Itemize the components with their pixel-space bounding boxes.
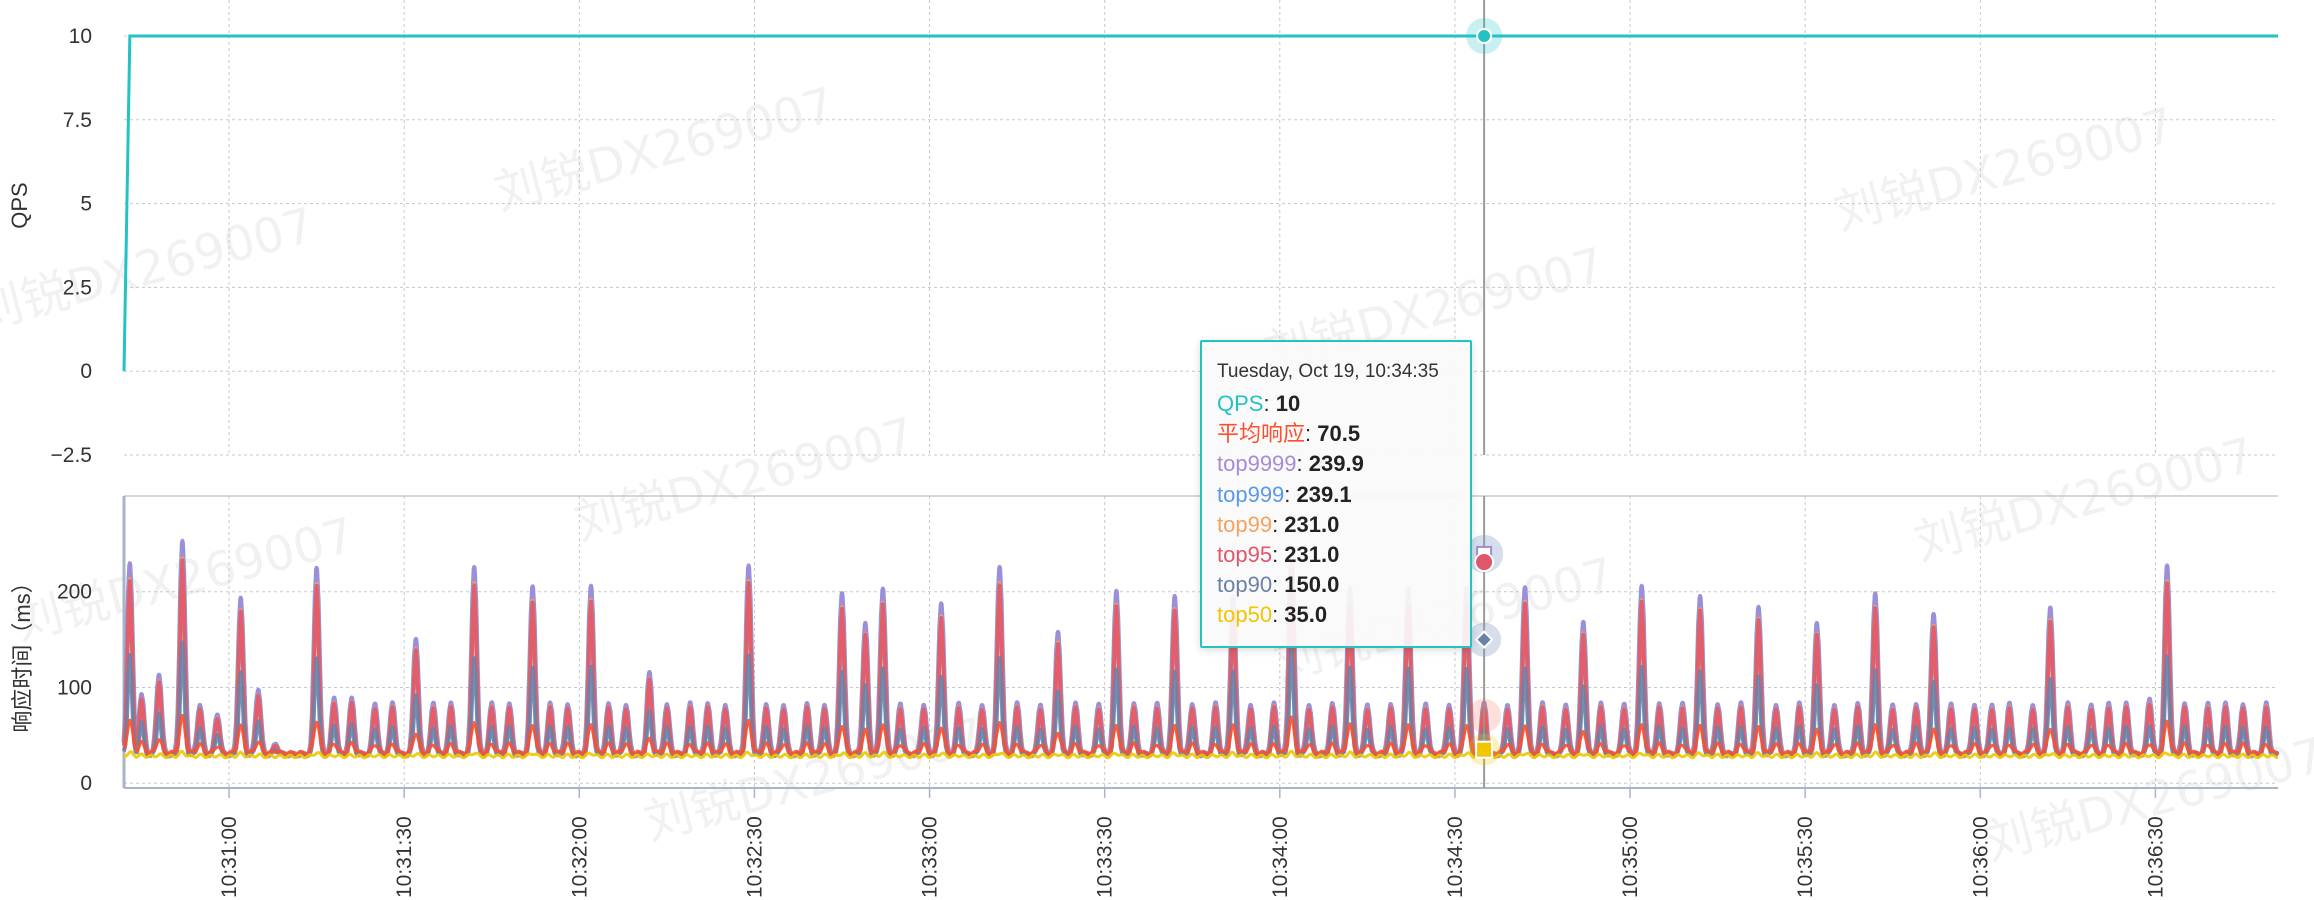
tooltip: Tuesday, Oct 19, 10:34:35 QPS: 10 平均响应: 7… — [1200, 340, 1472, 648]
hover-markers — [1465, 18, 1504, 766]
latency-series-top50 — [123, 749, 2279, 760]
tooltip-series-value: 239.1 — [1296, 481, 1352, 507]
time-x-axis: 10:31:00 10:31:30 10:32:00 10:32:30 10:33:00… — [124, 787, 2278, 898]
tooltip-series-value: 150.0 — [1284, 572, 1340, 598]
watermark-3: 刘锐DX269007 — [0, 197, 320, 341]
x-tick-label-5: 10:33:30 — [1094, 816, 1117, 898]
tooltip-series-name: top9999 — [1217, 451, 1297, 477]
latency-series-avg — [122, 713, 2279, 756]
tooltip-series-name: QPS — [1217, 391, 1264, 416]
top50-marker — [1475, 740, 1494, 759]
tooltip-rows: QPS: 10 平均响应: 70.5 top9999: 239.9 top999: 2… — [1217, 389, 1456, 631]
x-tick-label-0: 10:31:00 — [218, 816, 241, 898]
qps-y-tick-1: 7.5 — [63, 109, 92, 132]
latency-y-axis-title: 响应时间（ms） — [10, 571, 35, 732]
latency-y-tick-2: 0 — [80, 772, 92, 795]
tooltip-row-top9999: top9999: 239.9 — [1217, 451, 1364, 477]
tooltip-series-name: top50 — [1217, 602, 1273, 628]
qps-y-axis: 10 7.5 5 2.5 0 −2.5 QPS — [7, 25, 92, 467]
tooltip-row-top95: top95: 231.0 — [1217, 542, 1340, 568]
avg-marker-halo — [1467, 698, 1502, 733]
tooltip-row-top50: top50: 35.0 — [1217, 602, 1328, 628]
tooltip-series-value: 231.0 — [1284, 511, 1340, 537]
tooltip-series-name: top999 — [1217, 481, 1285, 507]
x-tick-label-4: 10:33:00 — [919, 816, 942, 898]
tooltip-row-top999: top999: 239.1 — [1217, 481, 1352, 507]
watermark-5: 刘锐DX269007 — [1909, 427, 2261, 571]
latency-series-top90 — [122, 640, 2280, 758]
tooltip-series-value: 10 — [1275, 391, 1301, 416]
x-tick-label-9: 10:35:30 — [1794, 816, 1817, 898]
x-tick-label-2: 10:32:00 — [568, 816, 591, 898]
qps-y-tick-4: 0 — [80, 360, 92, 383]
watermark-2: 刘锐DX269007 — [1829, 97, 2181, 241]
tooltip-row-avg: 平均响应: 70.5 — [1217, 421, 1361, 447]
qps-series — [122, 34, 2278, 372]
tooltip-series-value: 35.0 — [1284, 602, 1328, 628]
x-tick-label-8: 10:35:00 — [1619, 816, 1642, 898]
tooltip-series-value: 231.0 — [1284, 542, 1340, 568]
qps-y-tick-2: 5 — [80, 193, 92, 216]
x-tick-label-10: 10:36:00 — [1969, 816, 1992, 898]
tooltip-title: Tuesday, Oct 19, 10:34:35 — [1217, 361, 1439, 382]
tooltip-row-top99: top99: 231.0 — [1217, 511, 1340, 537]
qps-y-tick-5: −2.5 — [51, 444, 92, 467]
x-tick-label-3: 10:32:30 — [743, 816, 766, 898]
qps-y-tick-3: 2.5 — [63, 276, 92, 299]
qps-y-tick-0: 10 — [69, 25, 92, 48]
top95-marker — [1474, 552, 1495, 573]
x-tick-label-11: 10:36:30 — [2144, 816, 2167, 898]
latency-series — [121, 538, 2280, 760]
latency-y-axis: 200 100 0 响应时间（ms） — [10, 496, 126, 795]
watermark-0: 刘锐DX269007 — [489, 77, 841, 221]
tooltip-series-name: 平均响应 — [1217, 421, 1306, 447]
tooltip-row-top90: top90: 150.0 — [1217, 572, 1340, 598]
x-tick-label-7: 10:34:30 — [1444, 816, 1467, 898]
latency-y-tick-0: 200 — [57, 581, 92, 604]
x-tick-label-6: 10:34:00 — [1269, 816, 1292, 898]
qps-y-axis-title: QPS — [7, 182, 32, 228]
tooltip-series-value: 239.9 — [1308, 451, 1364, 477]
tooltip-series-name: top99 — [1217, 511, 1273, 537]
tooltip-series-value: 70.5 — [1317, 421, 1361, 447]
tooltip-row-qps: QPS: 10 — [1217, 391, 1301, 416]
tooltip-series-name: top95 — [1217, 542, 1273, 568]
latency-y-tick-1: 100 — [57, 676, 92, 699]
top90-marker — [1474, 630, 1494, 650]
qps-series-line — [122, 34, 2278, 372]
tooltip-series-name: top90 — [1217, 572, 1273, 598]
x-tick-label-1: 10:31:30 — [393, 816, 416, 898]
qps-marker — [1476, 28, 1493, 44]
watermark-4: 刘锐DX269007 — [569, 407, 921, 551]
